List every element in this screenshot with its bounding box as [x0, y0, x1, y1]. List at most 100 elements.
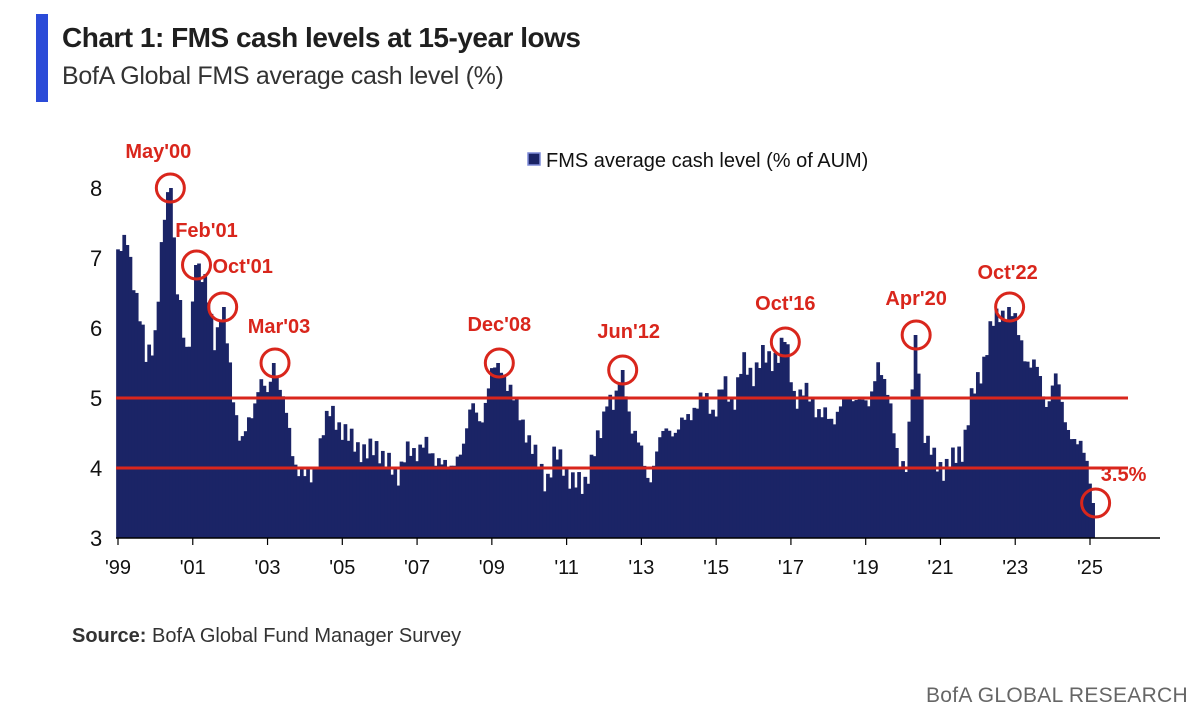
bar [190, 301, 195, 538]
bar [518, 420, 522, 538]
bar [116, 249, 120, 538]
bar [1032, 359, 1036, 538]
bar [542, 491, 547, 538]
bar [424, 436, 429, 538]
bar [1075, 444, 1080, 538]
bar [324, 410, 329, 538]
y-tick-label: 5 [90, 386, 102, 411]
bar [761, 345, 765, 538]
bar [418, 444, 423, 538]
bar [711, 409, 715, 538]
bar [695, 408, 700, 538]
bar [493, 367, 497, 538]
bar [299, 469, 304, 538]
bar [175, 294, 180, 538]
bar [988, 321, 993, 538]
bar [253, 403, 257, 538]
bar [804, 382, 809, 538]
bar [929, 454, 933, 538]
bar [477, 421, 482, 538]
bar [1069, 439, 1074, 538]
bar [1088, 483, 1092, 538]
bar [296, 476, 301, 538]
bar [521, 419, 525, 538]
bar [346, 440, 351, 538]
bar [904, 472, 909, 538]
annotation-circle [207, 291, 239, 323]
bar [399, 461, 404, 538]
bar [1013, 313, 1018, 538]
bar [627, 411, 631, 538]
bar [162, 219, 167, 538]
bar [371, 455, 376, 538]
bar [894, 447, 899, 538]
bar [390, 474, 395, 538]
y-tick-label: 6 [90, 316, 102, 341]
bar [508, 384, 513, 538]
bar [676, 429, 681, 538]
bar [480, 422, 485, 538]
x-tick-label: '03 [254, 557, 280, 579]
bar [689, 420, 694, 538]
bar [1038, 376, 1043, 538]
bar [838, 406, 843, 538]
bar [561, 475, 566, 538]
x-tick-label: '23 [1002, 557, 1028, 579]
bar [941, 480, 946, 538]
bar [259, 379, 264, 538]
title-accent-bar [36, 14, 48, 102]
legend-swatch [527, 152, 541, 166]
bar [599, 438, 603, 538]
bar [985, 355, 990, 538]
x-tick-label: '19 [853, 557, 879, 579]
source-note: Source: BofA Global Fund Manager Survey [72, 625, 461, 648]
bar [885, 394, 890, 538]
bar [947, 468, 952, 538]
bar [954, 462, 958, 538]
bar [178, 300, 183, 538]
bar [465, 428, 469, 538]
bar [461, 443, 466, 538]
bar [331, 405, 335, 538]
bar [742, 352, 747, 538]
bar [318, 438, 323, 538]
chart-title: Chart 1: FMS cash levels at 15-year lows [62, 22, 581, 53]
bar [595, 430, 600, 538]
annotation-circle [994, 291, 1026, 323]
bar [343, 424, 348, 538]
bar [315, 466, 320, 538]
bar [782, 342, 787, 538]
bar [748, 367, 753, 538]
bar [546, 473, 550, 538]
bar [396, 485, 401, 538]
bar [415, 461, 419, 538]
bar [960, 461, 965, 538]
x-tick-label: '11 [554, 557, 579, 579]
bar [1078, 440, 1083, 538]
bar [807, 401, 812, 538]
bar [437, 458, 441, 538]
bar [184, 346, 189, 538]
bar [284, 412, 289, 538]
bar [337, 422, 342, 538]
bar [907, 421, 912, 538]
bar [349, 428, 354, 538]
bar [549, 477, 553, 538]
bar [421, 447, 426, 538]
bar [926, 435, 930, 538]
bar [975, 372, 980, 538]
bar [938, 462, 943, 538]
bar [1085, 460, 1089, 538]
bar [708, 413, 712, 538]
bar [234, 415, 239, 538]
bar [212, 350, 217, 538]
bar [231, 402, 236, 538]
bar [714, 416, 719, 538]
y-tick-label: 3 [90, 526, 102, 551]
bar [1063, 422, 1067, 538]
x-tick-label: '25 [1077, 557, 1103, 579]
bar [979, 383, 983, 538]
legend-label: FMS average cash level (% of AUM) [546, 150, 868, 172]
bar [580, 493, 585, 538]
bar [602, 411, 606, 538]
